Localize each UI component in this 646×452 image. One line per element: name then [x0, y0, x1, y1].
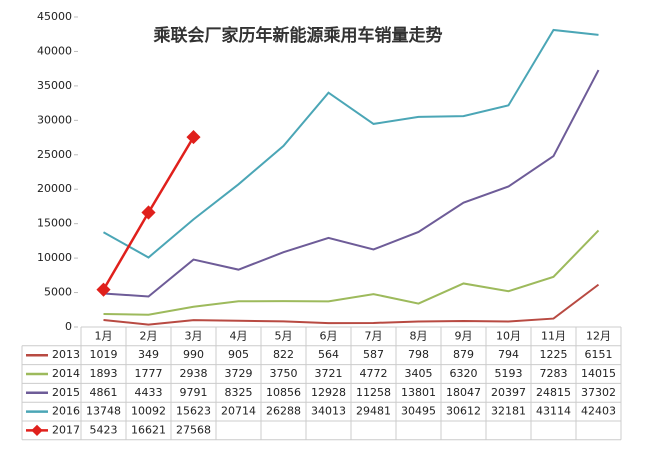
y-tick-label: 0: [65, 320, 72, 333]
table-cell: 879: [453, 348, 474, 361]
legend-marker: [31, 424, 43, 437]
table-cell: 13801: [401, 386, 436, 399]
table-cell: 1777: [135, 367, 163, 380]
x-tick-label: 5月: [275, 329, 293, 342]
table-cell: 349: [138, 348, 159, 361]
table-cell: 7283: [540, 367, 568, 380]
table-cell: 6320: [450, 367, 478, 380]
table-cell: 15623: [176, 405, 211, 418]
table-cell: 2938: [180, 367, 208, 380]
table-cell: 3729: [225, 367, 253, 380]
table-cell: 1019: [90, 348, 118, 361]
x-tick-label: 9月: [455, 329, 473, 342]
x-tick-label: 10月: [496, 329, 521, 342]
series-line: [103, 283, 600, 326]
x-tick-label: 1月: [95, 329, 113, 342]
table-cell: 37302: [581, 386, 616, 399]
table-cell: 34013: [311, 405, 346, 418]
table-cell: 3750: [270, 367, 298, 380]
table-cell: 9791: [180, 386, 208, 399]
table-cell: 4433: [135, 386, 163, 399]
y-tick-label: 15000: [37, 217, 72, 230]
series-line: [103, 69, 600, 298]
table-cell: 3405: [405, 367, 433, 380]
x-tick-label: 6月: [320, 329, 338, 342]
table-cell: 10092: [131, 405, 166, 418]
table-cell: 5423: [90, 423, 118, 436]
table-cell: 564: [318, 348, 339, 361]
table-cell: 30612: [446, 405, 481, 418]
table-cell: 798: [408, 348, 429, 361]
x-tick-label: 11月: [541, 329, 566, 342]
table-cell: 4772: [360, 367, 388, 380]
table-cell: 10856: [266, 386, 301, 399]
table-cell: 42403: [581, 405, 616, 418]
y-tick-label: 10000: [37, 251, 72, 264]
y-tick-label: 30000: [37, 113, 72, 126]
table-cell: 16621: [131, 423, 166, 436]
table-cell: 1893: [90, 367, 118, 380]
table-cell: 1225: [540, 348, 568, 361]
x-tick-label: 4月: [230, 329, 248, 342]
y-tick-label: 35000: [37, 79, 72, 92]
legend-label: 2015: [52, 386, 80, 399]
table-cell: 18047: [446, 386, 481, 399]
series-line: [103, 229, 600, 316]
y-tick-label: 5000: [44, 286, 72, 299]
table-cell: 4861: [90, 386, 118, 399]
legend-label: 2016: [52, 405, 80, 418]
table-cell: 6151: [585, 348, 613, 361]
table-cell: 14015: [581, 367, 616, 380]
table-cell: 26288: [266, 405, 301, 418]
legend-label: 2017: [52, 423, 80, 436]
x-tick-label: 3月: [185, 329, 203, 342]
data-point: [96, 282, 111, 297]
table-cell: 8325: [225, 386, 253, 399]
y-tick-label: 40000: [37, 44, 72, 57]
table-cell: 29481: [356, 405, 391, 418]
series-line: [103, 28, 599, 259]
table-cell: 822: [273, 348, 294, 361]
legend-label: 2014: [52, 367, 80, 380]
table-cell: 12928: [311, 386, 346, 399]
data-point: [186, 130, 201, 145]
table-cell: 5193: [495, 367, 523, 380]
y-tick-label: 25000: [37, 148, 72, 161]
table-cell: 3721: [315, 367, 343, 380]
table-cell: 30495: [401, 405, 436, 418]
x-tick-label: 2月: [140, 329, 158, 342]
x-tick-label: 8月: [410, 329, 428, 342]
x-tick-label: 12月: [586, 329, 611, 342]
data-point: [141, 205, 156, 220]
table-cell: 905: [228, 348, 249, 361]
table-cell: 20714: [221, 405, 256, 418]
chart-title: 乘联会厂家历年新能源乘用车销量走势: [153, 25, 443, 46]
table-cell: 990: [183, 348, 204, 361]
table-cell: 13748: [86, 405, 121, 418]
table-cell: 587: [363, 348, 384, 361]
y-tick-label: 45000: [37, 10, 72, 23]
table-cell: 20397: [491, 386, 526, 399]
table-cell: 794: [498, 348, 519, 361]
y-tick-label: 20000: [37, 182, 72, 195]
table-cell: 24815: [536, 386, 571, 399]
table-cell: 11258: [356, 386, 391, 399]
table-cell: 32181: [491, 405, 526, 418]
x-tick-label: 7月: [365, 329, 383, 342]
legend-label: 2013: [52, 348, 80, 361]
table-cell: 43114: [536, 405, 571, 418]
table-cell: 27568: [176, 423, 211, 436]
